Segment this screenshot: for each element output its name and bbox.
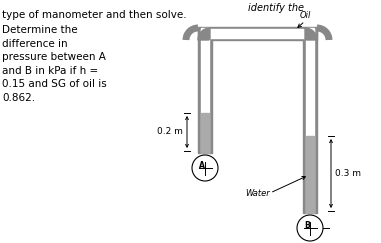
Bar [201,29,314,38]
Bar [306,136,314,213]
Circle shape [297,215,323,241]
Text: 0.3 m: 0.3 m [335,169,361,178]
Text: Oil: Oil [300,11,311,20]
Bar [201,113,209,153]
Bar [201,28,209,153]
Text: B: B [304,220,310,229]
Polygon shape [198,28,210,40]
Text: Water: Water [245,189,270,198]
Text: 0.2 m: 0.2 m [157,128,183,137]
Polygon shape [305,28,317,40]
Text: identify the: identify the [248,3,304,13]
Text: A: A [199,160,205,170]
Bar [303,28,317,213]
Bar [198,27,317,40]
Bar [198,28,212,153]
Text: type of manometer and then solve.: type of manometer and then solve. [2,10,187,20]
Circle shape [192,155,218,181]
Text: Determine the
difference in
pressure between A
and B in kPa if h =
0.15 and SG o: Determine the difference in pressure bet… [2,25,107,103]
Bar [306,28,314,213]
